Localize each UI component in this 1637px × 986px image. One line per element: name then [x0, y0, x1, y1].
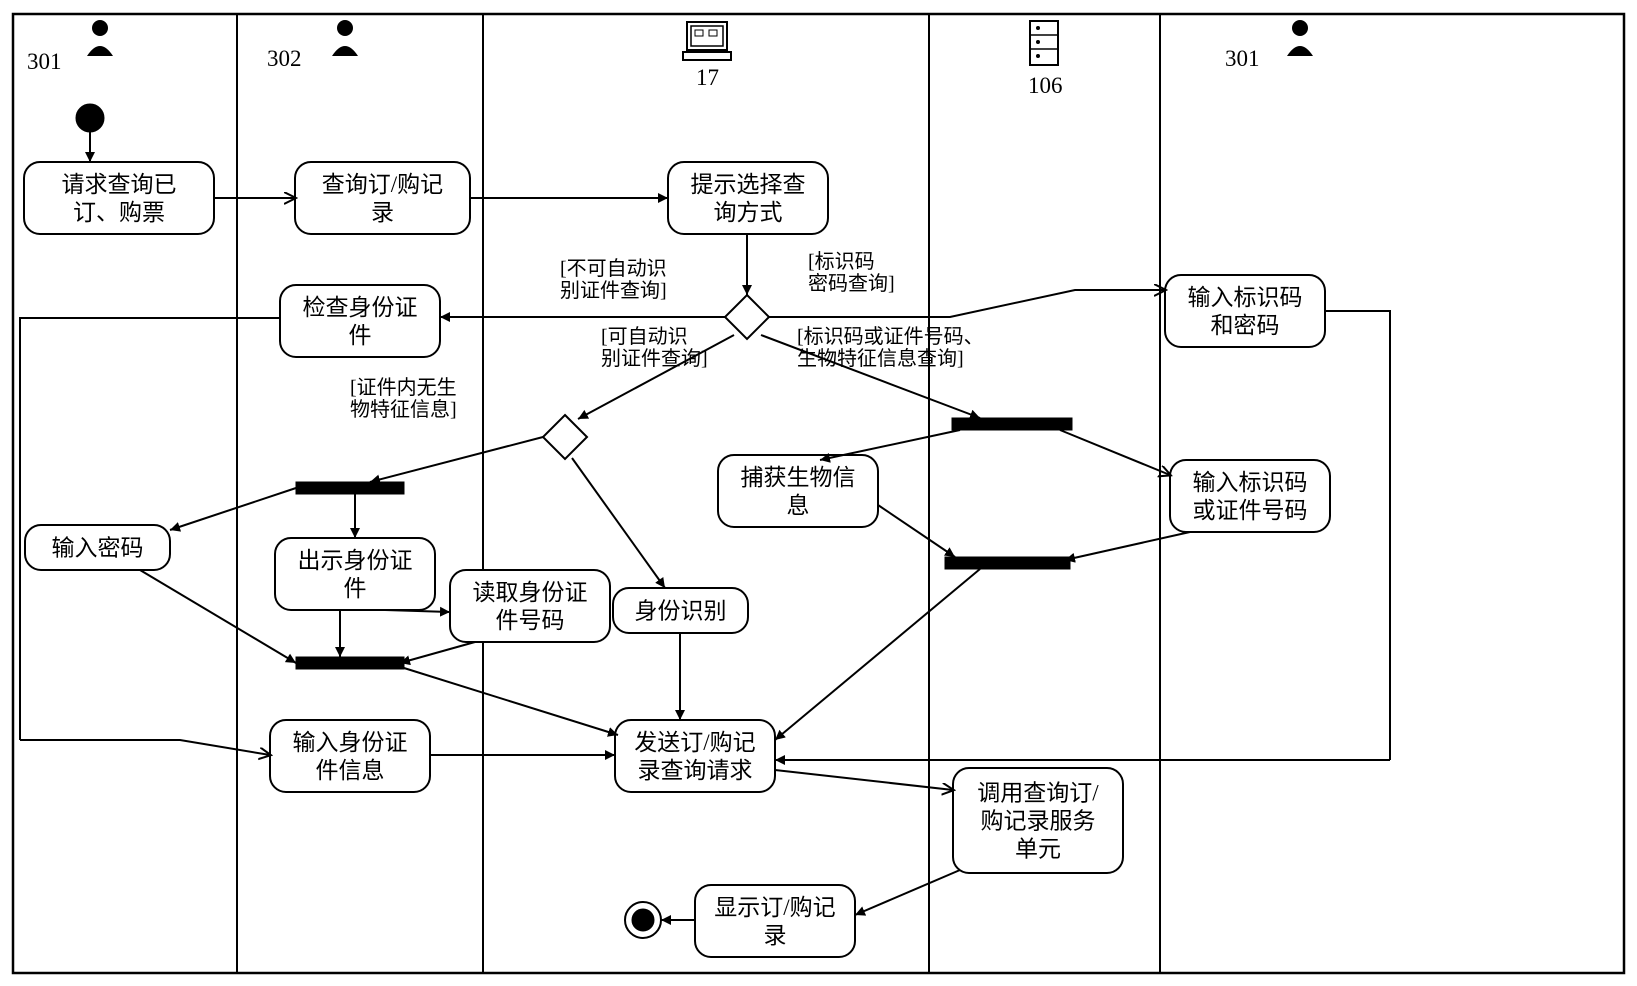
activity-label-a4-line1: 件 [349, 323, 372, 348]
activity-label-a14-line0: 调用查询订/ [977, 781, 1099, 806]
edge-24 [775, 569, 980, 740]
actor-icon [87, 20, 113, 56]
edge-12 [385, 610, 450, 612]
activity-a12: 输入身份证件信息 [270, 720, 430, 792]
edge-18 [1325, 311, 1390, 760]
guard-1-line0: [标识码 [808, 250, 875, 273]
guard-2-line0: [可自动识 [601, 325, 688, 348]
activity-label-a10-line0: 读取身份证 [473, 580, 588, 605]
activity-label-a8-line0: 出示身份证 [298, 548, 413, 573]
activity-a2: 查询订/购记录 [295, 162, 470, 234]
activity-a13: 发送订/购记录查询请求 [615, 720, 775, 792]
activity-a14: 调用查询订/购记录服务单元 [953, 768, 1123, 873]
lane-label-server-106: 106 [1028, 73, 1063, 98]
edge-17 [20, 740, 270, 755]
lane-label-actor-301-left: 301 [27, 49, 62, 74]
activity-label-a7-line0: 输入标识码 [1193, 470, 1308, 495]
activity-label-a3-line1: 询方式 [714, 200, 783, 225]
guard-4-line1: 物特征信息] [350, 398, 457, 421]
fork-f3 [945, 557, 1070, 569]
server-icon [1030, 21, 1058, 65]
activity-label-a1-line0: 请求查询已 [62, 172, 177, 197]
edge-28 [775, 770, 953, 790]
activity-label-a2-line1: 录 [371, 200, 394, 225]
activity-label-a4-line0: 检查身份证 [303, 295, 418, 320]
activity-label-a14-line1: 购记录服务 [981, 809, 1096, 834]
activity-a3: 提示选择查询方式 [668, 162, 828, 234]
decision-d2 [543, 415, 587, 459]
activity-label-a13-line1: 录查询请求 [638, 758, 753, 783]
decision-d1 [725, 295, 769, 339]
edge-22 [878, 505, 955, 557]
activity-label-a13-line0: 发送订/购记 [634, 730, 755, 755]
edge-8 [370, 437, 543, 482]
guard-0-line0: [不可自动识 [560, 257, 667, 280]
edge-14 [140, 570, 296, 663]
final-node-dot [632, 909, 654, 931]
guard-3-line0: [标识码或证件号码、 [797, 325, 984, 348]
edge-23 [1065, 532, 1190, 560]
activity-a1: 请求查询已订、购票 [24, 162, 214, 234]
activity-label-a12-line0: 输入身份证 [293, 730, 408, 755]
guard-4-line0: [证件内无生 [350, 376, 457, 399]
activity-label-a15-line0: 显示订/购记 [714, 895, 835, 920]
activity-label-a12-line1: 件信息 [316, 758, 385, 783]
activity-label-a1-line1: 订、购票 [73, 200, 165, 225]
activity-a6: 捕获生物信息 [718, 455, 878, 527]
initial-node [76, 104, 104, 132]
fork-f4 [296, 657, 404, 669]
edge-20 [820, 430, 960, 460]
activity-a5: 输入标识码和密码 [1165, 275, 1325, 347]
activity-a4: 检查身份证件 [280, 285, 440, 357]
lane-label-actor-301-right: 301 [1225, 46, 1260, 71]
activity-label-a9-line0: 输入密码 [52, 536, 144, 561]
guard-0-line1: 别证件查询] [560, 279, 667, 302]
activity-a9: 输入密码 [25, 525, 170, 570]
fork-f1 [952, 418, 1072, 430]
activity-a15: 显示订/购记录 [695, 885, 855, 957]
activity-label-a14-line2: 单元 [1015, 837, 1061, 862]
edge-15 [400, 642, 475, 663]
activity-label-a11-line0: 身份识别 [635, 599, 727, 624]
activity-label-a2-line0: 查询订/购记 [322, 172, 443, 197]
activity-label-a7-line1: 或证件号码 [1193, 498, 1308, 523]
guard-1-line1: 密码查询] [808, 272, 895, 295]
computer-icon [683, 22, 731, 60]
fork-f2 [296, 482, 404, 494]
activity-label-a8-line1: 件 [344, 576, 367, 601]
activity-label-a3-line0: 提示选择查 [691, 172, 806, 197]
activity-label-a15-line1: 录 [764, 923, 787, 948]
actor-icon [1287, 20, 1313, 56]
activity-a7: 输入标识码或证件号码 [1170, 460, 1330, 532]
activity-label-a5-line0: 输入标识码 [1188, 285, 1303, 310]
edge-27 [404, 668, 618, 735]
activity-label-a5-line1: 和密码 [1211, 313, 1280, 338]
edge-11 [170, 488, 296, 530]
activity-label-a6-line0: 捕获生物信 [741, 465, 856, 490]
actor-icon [332, 20, 358, 56]
activity-a10: 读取身份证件号码 [450, 570, 610, 642]
activity-a8: 出示身份证件 [275, 538, 435, 610]
edge-29 [855, 870, 960, 915]
activity-label-a6-line1: 息 [787, 493, 810, 518]
lane-label-computer-17: 17 [696, 65, 719, 90]
activity-label-a10-line1: 件号码 [496, 608, 565, 633]
activity-a11: 身份识别 [613, 588, 748, 633]
edge-9 [572, 458, 665, 588]
edge-21 [1060, 430, 1170, 475]
lane-label-actor-302: 302 [267, 46, 302, 71]
